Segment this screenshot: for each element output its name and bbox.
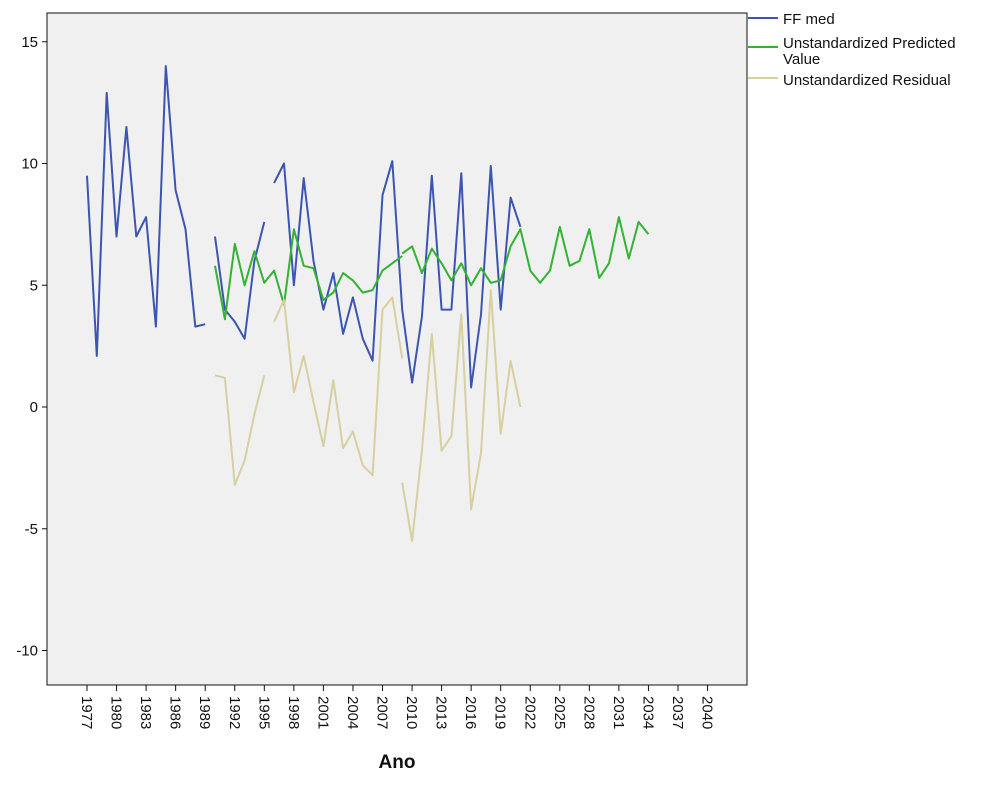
- x-tick-label: 2028: [580, 696, 597, 729]
- x-tick-label: 1998: [285, 696, 302, 729]
- x-tick-label: 2025: [551, 696, 568, 729]
- x-tick-label: 2031: [610, 696, 627, 729]
- x-tick-label: 1986: [167, 696, 184, 729]
- x-axis: 1977 1980 1983 1986 1989 1992 1995 1998 2001 2004…: [78, 685, 716, 729]
- y-tick-label: 15: [21, 34, 38, 51]
- x-tick-label: 2037: [669, 696, 686, 729]
- x-tick-label: 1977: [78, 696, 95, 729]
- series-line-1: [401, 216, 650, 287]
- plot-area: [46, 12, 748, 686]
- legend: FF med Unstandardized Predicted Value Unsta…: [748, 11, 956, 89]
- x-tick-label: 2019: [492, 696, 509, 729]
- legend-label: FF med: [783, 11, 835, 28]
- series-line-2: [401, 289, 522, 542]
- x-tick-label: 2022: [521, 696, 538, 729]
- x-tick-label: 2004: [344, 696, 361, 729]
- x-tick-label: 2007: [374, 696, 391, 729]
- y-tick-label: -5: [25, 521, 38, 538]
- series-line-1: [214, 228, 403, 321]
- x-tick-label: 1995: [255, 696, 272, 729]
- y-tick-label: 0: [30, 399, 38, 416]
- x-axis-title: Ano: [379, 752, 416, 773]
- legend-label: Unstandardized Residual: [783, 72, 951, 89]
- series-line-0: [86, 65, 206, 357]
- x-tick-label: 1983: [137, 696, 154, 729]
- x-tick-label: 1989: [196, 696, 213, 729]
- legend-label: Unstandardized Predicted Value: [783, 35, 956, 68]
- y-tick-label: -10: [16, 643, 38, 660]
- x-tick-label: 2034: [639, 696, 656, 729]
- x-tick-label: 2040: [699, 696, 716, 729]
- x-tick-label: 2010: [403, 696, 420, 729]
- series-layer: [86, 65, 650, 542]
- x-tick-label: 1980: [108, 696, 125, 729]
- y-axis: 15 10 5 0 -5 -10: [16, 34, 47, 660]
- series-line-0: [273, 160, 522, 389]
- y-tick-label: 5: [30, 277, 38, 294]
- x-tick-label: 2013: [433, 696, 450, 729]
- series-line-2: [273, 296, 404, 477]
- x-tick-label: 2016: [462, 696, 479, 729]
- series-line-2: [214, 374, 266, 486]
- y-tick-label: 10: [21, 156, 38, 173]
- x-tick-label: 2001: [314, 696, 331, 729]
- x-tick-label: 1992: [226, 696, 243, 729]
